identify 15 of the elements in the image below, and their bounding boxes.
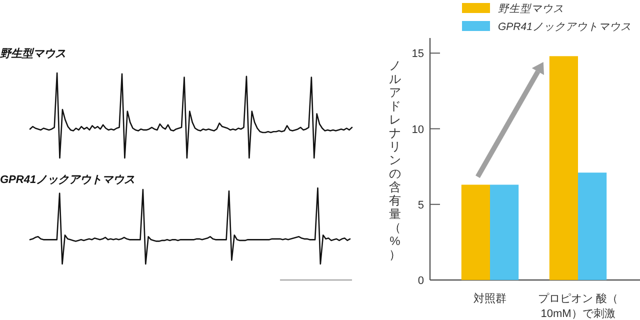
y-tick-label: 5 — [418, 199, 424, 212]
chart-title: 野生型マウス — [0, 47, 66, 60]
y-tick-label: 15 — [412, 48, 424, 60]
bar — [578, 172, 607, 280]
x-tick-label: 対照群 — [474, 292, 506, 305]
legend-label: 野生型マウス — [498, 3, 564, 15]
bar — [490, 184, 519, 280]
y-tick-label: 10 — [412, 124, 424, 136]
text: ノルアドレナリンの含有量（%） — [389, 58, 401, 262]
y-tick-label: 0 — [418, 275, 424, 287]
legend-label: GPR41ノックアウトマウス — [498, 21, 632, 33]
x-tick-label: プロピオン 酸（10mM）で刺激 — [538, 292, 618, 320]
bar — [549, 56, 578, 280]
bar — [461, 184, 490, 280]
chart-title: GPR41ノックアウトマウス — [0, 174, 136, 186]
